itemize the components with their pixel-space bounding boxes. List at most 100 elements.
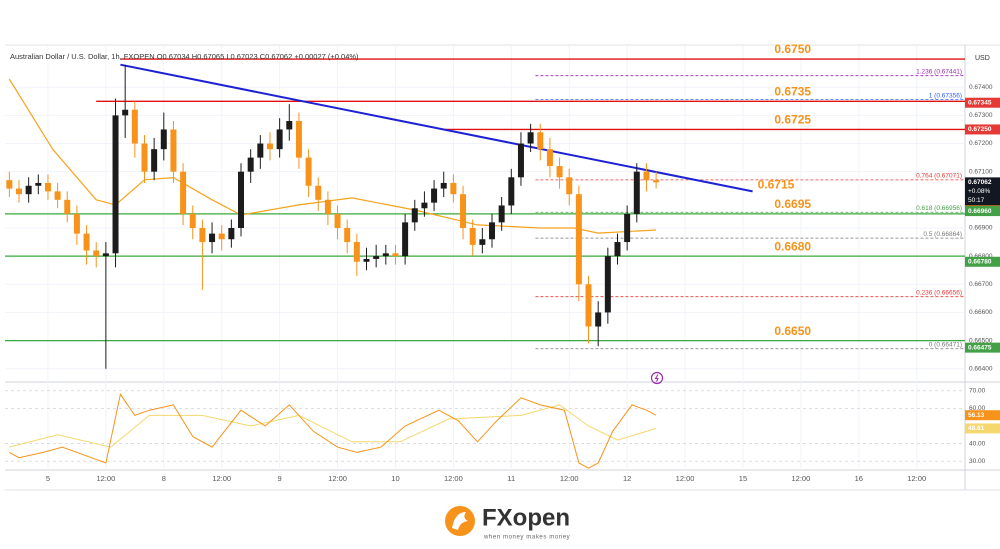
y-tick-label: 0.66800 — [969, 253, 993, 260]
price-badge-label: 56.13 — [968, 412, 985, 419]
price-badge-label: 0.66475 — [968, 344, 992, 351]
candle-body — [286, 121, 293, 130]
candle-body — [44, 182, 51, 192]
candle-body — [488, 222, 495, 240]
candle-body — [373, 256, 380, 259]
candle-body — [411, 208, 418, 223]
logo: FXopen when money makes money — [445, 504, 570, 541]
rsi-tick-label: 30.00 — [969, 458, 986, 465]
candle-body — [180, 171, 187, 214]
candle-body — [508, 177, 515, 206]
logo-name: FXopen — [482, 504, 570, 531]
x-tick-label: 11 — [507, 474, 515, 483]
candle-body — [402, 222, 409, 257]
y-tick-label: 0.66500 — [969, 337, 993, 344]
y-tick-label: 0.66700 — [969, 281, 993, 288]
x-tick-label: 12:00 — [96, 474, 115, 483]
price-badge — [965, 177, 1000, 206]
candle-body — [315, 185, 322, 200]
candle-body — [305, 157, 312, 186]
x-tick-label: 8 — [162, 474, 166, 483]
logo-mark — [452, 512, 468, 530]
candle-body — [238, 171, 245, 228]
candle-body — [595, 312, 602, 327]
candle-body — [643, 171, 650, 181]
price-badge — [965, 206, 1000, 217]
y-tick-label: 0.67400 — [969, 84, 993, 91]
candle-body — [614, 242, 621, 257]
rsi-line — [9, 393, 657, 469]
level-label: 0.6680 — [774, 239, 811, 253]
price-badge-label: 0.66960 — [968, 208, 992, 215]
candle-body — [257, 143, 264, 158]
candle-body — [479, 239, 486, 245]
y-tick-label: 0.66400 — [969, 365, 993, 372]
candle-body — [170, 129, 177, 172]
x-tick-label: 12:00 — [560, 474, 579, 483]
x-tick-label: 12:00 — [212, 474, 231, 483]
fib-label: 0.236 (0.66656) — [916, 289, 962, 296]
candle-body — [141, 143, 148, 172]
level-label: 0.6750 — [774, 42, 811, 56]
x-tick-label: 12:00 — [676, 474, 695, 483]
candle-body — [218, 233, 225, 240]
candle-body — [421, 202, 428, 209]
candle-body — [73, 213, 80, 234]
price-badge-label: 0.67062 — [968, 179, 992, 186]
candle-body — [276, 129, 283, 150]
candle-body — [653, 180, 660, 183]
x-tick-label: 15 — [739, 474, 747, 483]
price-badge — [965, 256, 1000, 267]
candle-body — [469, 227, 476, 245]
candle-body — [604, 256, 611, 313]
candle-body — [450, 182, 457, 195]
rsi-tick-label: 40.00 — [969, 440, 986, 447]
price-badge — [965, 423, 1000, 434]
rsi-tick-label: 70.00 — [969, 388, 986, 395]
x-tick-label: 16 — [855, 474, 863, 483]
price-badge-line: +0.08% — [968, 188, 990, 195]
x-tick-label: 5 — [46, 474, 50, 483]
candle-body — [363, 258, 370, 262]
price-badge — [965, 342, 1000, 353]
x-tick-label: 10 — [391, 474, 399, 483]
grid — [5, 45, 965, 470]
x-tick-label: 12:00 — [444, 474, 463, 483]
price-badge-label: 0.67345 — [968, 99, 992, 106]
candle-body — [382, 253, 389, 257]
candle-body — [160, 129, 167, 150]
y-tick-label: 0.67100 — [969, 168, 993, 175]
alert-icon — [650, 371, 664, 385]
level-label: 0.6695 — [774, 197, 811, 211]
candle-body — [131, 109, 138, 144]
candle-body — [15, 188, 22, 195]
x-tick-label: 12 — [623, 474, 631, 483]
x-tick-label: 12:00 — [907, 474, 926, 483]
level-label: 0.6650 — [774, 324, 811, 338]
fib-label: 0.764 (0.67071) — [916, 173, 962, 180]
candle-body — [460, 194, 467, 228]
trendline — [120, 63, 753, 193]
candle-body — [546, 149, 553, 167]
candle-body — [353, 242, 360, 262]
candle-body — [35, 182, 42, 186]
moving-average — [8, 78, 657, 234]
level-label: 0.6725 — [774, 113, 811, 127]
fib-label: 0 (0.66471) — [929, 341, 962, 348]
x-tick-label: 12:00 — [328, 474, 347, 483]
level-label: 0.6735 — [774, 84, 811, 98]
candle-body — [431, 188, 438, 203]
rsi-signal — [9, 404, 657, 448]
candle-body — [498, 205, 505, 223]
currency: USD — [975, 55, 990, 62]
candle-body — [54, 191, 61, 200]
candle-body — [575, 194, 582, 285]
candle-body — [556, 166, 563, 178]
logo-tagline: when money makes money — [483, 535, 570, 541]
price-badge — [965, 124, 1000, 135]
fib-label: 1.236 (0.67441) — [916, 68, 962, 75]
fib-label: 0.5 (0.66864) — [923, 231, 962, 238]
plot: 1.236 (0.67441) 1 (0.67356) 0.764 (0.67071… — [5, 42, 965, 469]
